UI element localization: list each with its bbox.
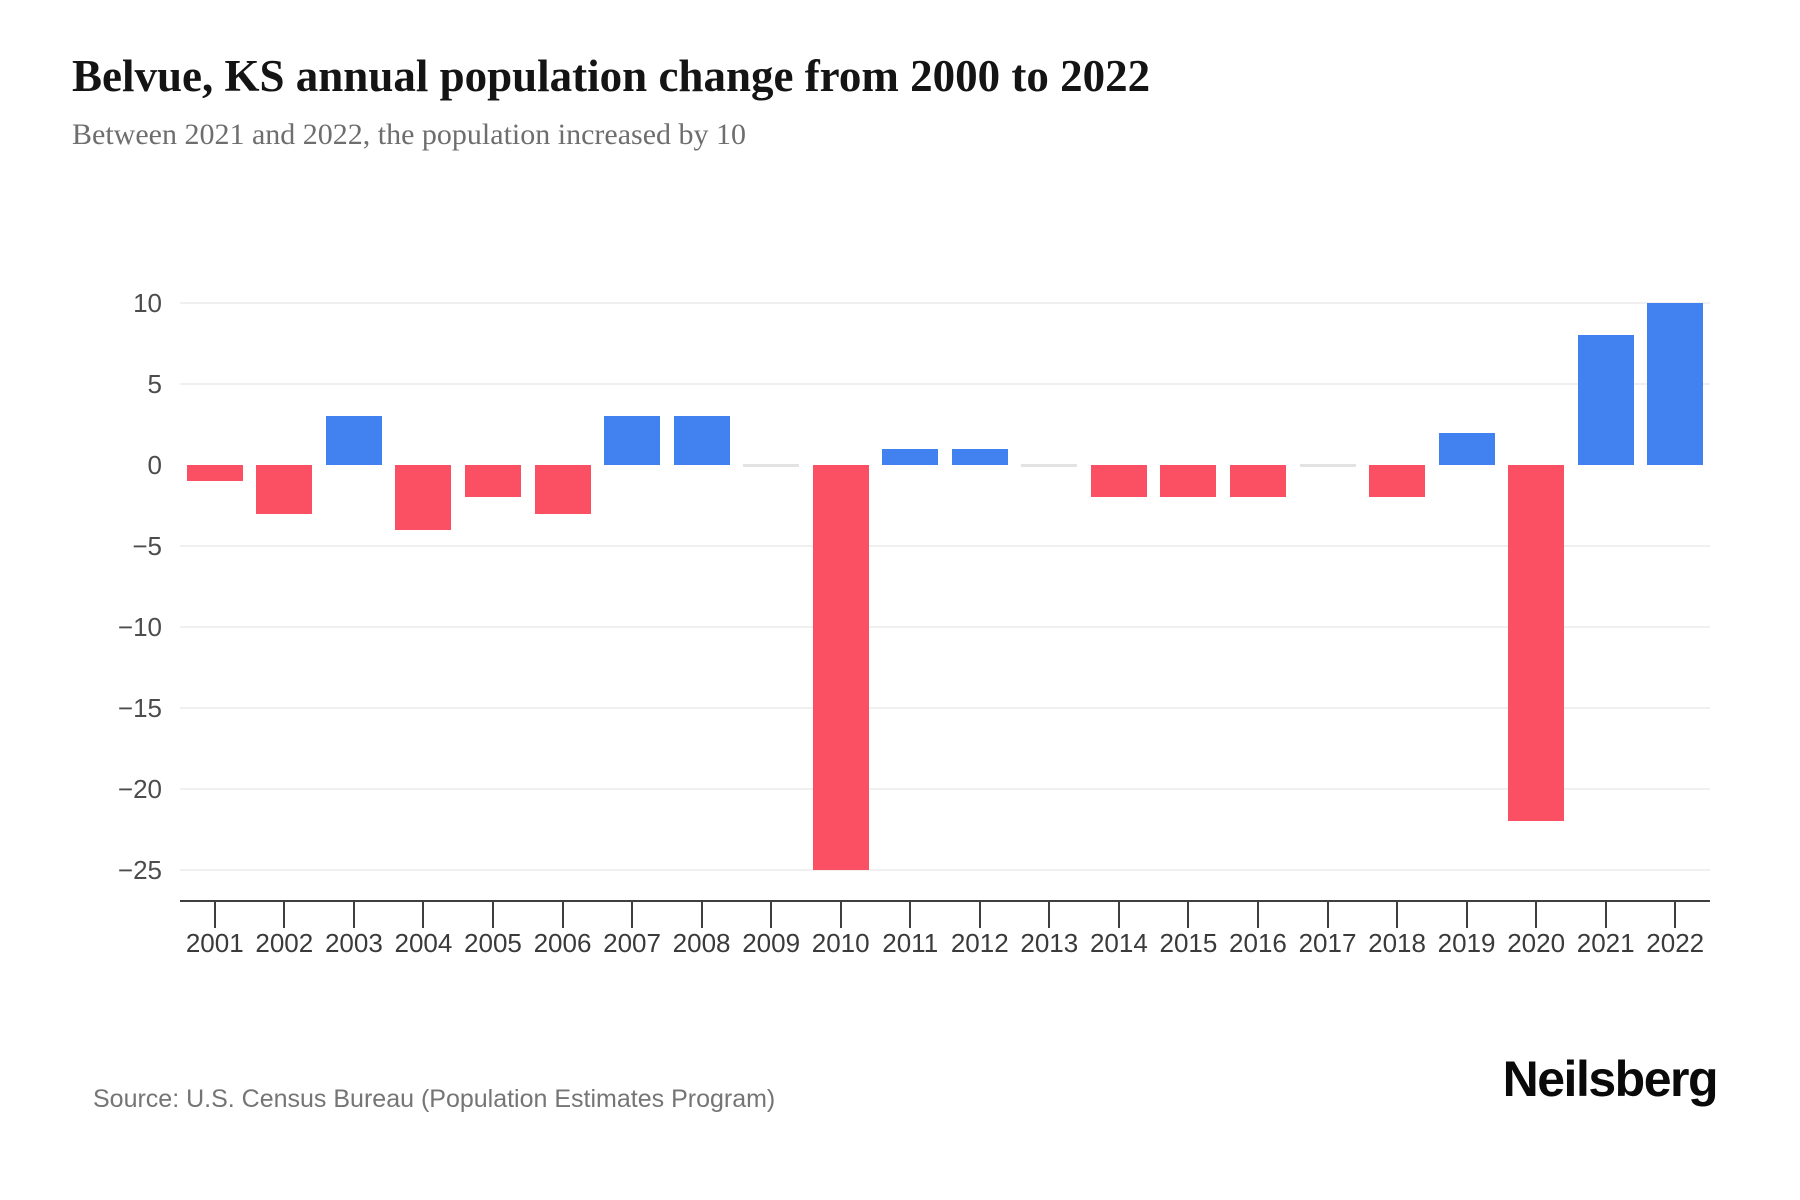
source-note: Source: U.S. Census Bureau (Population E… (93, 1085, 776, 1113)
bar-2019[interactable] (1438, 432, 1495, 465)
bar-2007[interactable] (604, 416, 661, 465)
x-axis-label-2011: 2011 (882, 928, 939, 958)
gridline--5 (180, 545, 1710, 547)
y-axis-label--5: −5 (132, 531, 162, 561)
x-axis-tick-2021 (1604, 900, 1607, 928)
bar-2015[interactable] (1160, 465, 1217, 498)
x-axis-tick-2019 (1465, 900, 1468, 928)
x-axis-tick-2003 (352, 900, 355, 928)
x-axis-tick-2005 (491, 900, 494, 928)
bar-2014[interactable] (1090, 465, 1147, 498)
x-axis-tick-2007 (631, 900, 634, 928)
x-axis-tick-2013 (1048, 900, 1051, 928)
x-axis-label-2019: 2019 (1437, 928, 1496, 958)
y-axis-label-5: 5 (147, 369, 162, 399)
bar-2018[interactable] (1369, 465, 1426, 498)
neilsberg-logo: Neilsberg (1502, 1051, 1719, 1107)
bar-2021[interactable] (1577, 335, 1634, 465)
x-axis-label-2017: 2017 (1298, 928, 1357, 958)
y-axis-label-0: 0 (147, 450, 162, 480)
gridline-10 (180, 302, 1710, 304)
x-axis-tick-2020 (1535, 900, 1538, 928)
x-axis-label-2015: 2015 (1159, 928, 1218, 958)
x-axis-label-2005: 2005 (464, 928, 522, 958)
bar-2003[interactable] (325, 416, 382, 465)
bar-2016[interactable] (1229, 465, 1286, 498)
zero-bar-2013[interactable] (1021, 464, 1078, 467)
x-axis-tick-2015 (1187, 900, 1190, 928)
x-axis-label-2016: 2016 (1229, 928, 1287, 958)
x-axis-label-2018: 2018 (1368, 928, 1426, 958)
x-axis-label-2022: 2022 (1646, 928, 1705, 958)
gridline--15 (180, 707, 1710, 709)
x-axis-tick-2017 (1326, 900, 1329, 928)
x-axis-tick-2002 (283, 900, 286, 928)
x-axis-tick-2018 (1396, 900, 1399, 928)
x-axis-label-2006: 2006 (533, 928, 592, 958)
x-axis-tick-2010 (839, 900, 842, 928)
x-axis-label-2008: 2008 (672, 928, 731, 958)
bar-2002[interactable] (256, 465, 313, 514)
bar-2008[interactable] (673, 416, 730, 465)
x-axis-tick-2014 (1117, 900, 1120, 928)
chart-title: Belvue, KS annual population change from… (72, 51, 1151, 101)
x-axis-label-2007: 2007 (603, 928, 661, 958)
chart-subtitle: Between 2021 and 2022, the population in… (72, 118, 747, 151)
y-axis-label--25: −25 (117, 855, 162, 885)
gridline--20 (180, 788, 1710, 790)
bar-2010[interactable] (812, 465, 869, 870)
x-axis-label-2003: 2003 (324, 928, 383, 958)
x-axis-tick-2022 (1674, 900, 1677, 928)
x-axis-label-2021: 2021 (1576, 928, 1635, 958)
x-axis-label-2013: 2013 (1020, 928, 1079, 958)
x-axis-label-2009: 2009 (742, 928, 801, 958)
x-axis-label-2002: 2002 (255, 928, 314, 958)
x-axis-tick-2006 (561, 900, 564, 928)
x-axis-label-2010: 2010 (811, 928, 870, 958)
x-axis-label-2012: 2012 (950, 928, 1009, 958)
x-axis-label-2014: 2014 (1089, 928, 1148, 958)
x-axis-label-2001: 2001 (185, 928, 244, 958)
y-axis-label--20: −20 (117, 774, 162, 804)
bar-2022[interactable] (1647, 303, 1704, 465)
x-axis-tick-2012 (978, 900, 981, 928)
x-axis-tick-2008 (700, 900, 703, 928)
y-axis-label--15: −15 (117, 693, 162, 723)
x-axis-tick-2011 (909, 900, 912, 928)
x-axis-tick-2004 (422, 900, 425, 928)
y-axis-label-10: 10 (133, 288, 162, 318)
y-axis-label--10: −10 (117, 612, 162, 642)
gridline--25 (180, 869, 1710, 871)
x-axis-label-2004: 2004 (394, 928, 453, 958)
zero-bar-2017[interactable] (1299, 464, 1356, 467)
plot-area: 10 5 0 −5 −10 −15 −20 −25 2001 2002 2003 2004 2005 20… (118, 255, 1710, 958)
bar-2004[interactable] (395, 465, 452, 530)
x-axis-tick-2001 (213, 900, 216, 928)
bar-2020[interactable] (1508, 465, 1565, 822)
gridline--10 (180, 626, 1710, 628)
bar-2012[interactable] (951, 448, 1008, 465)
x-axis-label-2020: 2020 (1507, 928, 1566, 958)
bar-2006[interactable] (534, 465, 591, 514)
bar-2011[interactable] (882, 448, 939, 465)
bar-2001[interactable] (186, 465, 243, 482)
zero-bar-2009[interactable] (743, 464, 800, 467)
bar-2005[interactable] (464, 465, 521, 498)
x-axis-tick-2016 (1256, 900, 1259, 928)
x-axis-tick-2009 (770, 900, 773, 928)
gridline-5 (180, 383, 1710, 385)
